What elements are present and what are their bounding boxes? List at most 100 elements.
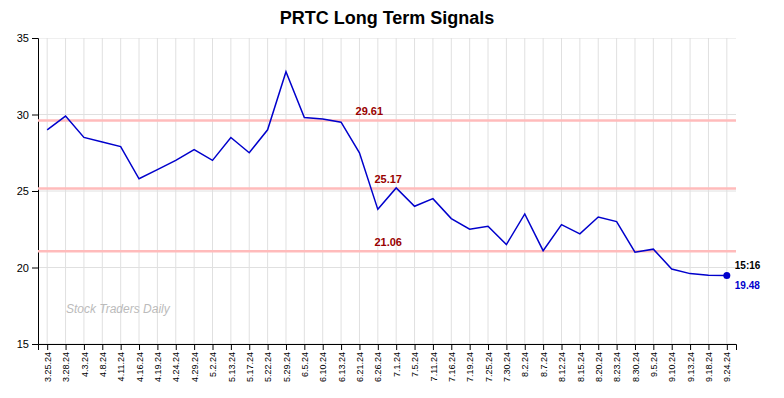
- grid-line: [267, 38, 268, 344]
- x-tick: 9.18.24: [704, 344, 714, 382]
- x-tick-mark: [451, 344, 452, 350]
- grid-line: [414, 38, 415, 344]
- x-tick: 7.1.24: [392, 344, 402, 377]
- x-tick-mark: [231, 344, 232, 350]
- plot-area: 15202530353.25.243.28.244.3.244.8.244.11…: [17, 32, 761, 382]
- y-tick-mark: [32, 115, 38, 116]
- x-tick: 8.7.24: [539, 344, 549, 377]
- grid-line: [38, 267, 736, 268]
- x-tick: 5.13.24: [227, 344, 237, 382]
- x-tick-mark: [470, 344, 471, 350]
- x-tick-label: 3.28.24: [61, 352, 71, 382]
- chart: 15202530353.25.243.28.244.3.244.8.244.11…: [0, 0, 784, 398]
- x-tick-label: 6.21.24: [355, 352, 365, 382]
- grid-line: [139, 38, 140, 344]
- x-tick: 5.22.24: [263, 344, 273, 382]
- y-tick-label: 30: [17, 109, 29, 121]
- x-tick-label: 5.22.24: [263, 352, 273, 382]
- grid-line: [524, 38, 525, 344]
- x-tick: 7.30.24: [502, 344, 512, 382]
- signal-label: 21.06: [374, 236, 402, 248]
- grid-line: [451, 38, 452, 344]
- grid-line: [38, 38, 736, 39]
- grid-line: [38, 344, 736, 345]
- x-tick-label: 7.11.24: [429, 352, 439, 381]
- signal-line: [38, 187, 736, 190]
- grid-line: [561, 38, 562, 344]
- x-tick-label: 8.30.24: [631, 352, 641, 382]
- x-tick-label: 5.29.24: [282, 352, 292, 382]
- y-tick-label: 20: [17, 262, 29, 274]
- x-tick-mark: [304, 344, 305, 350]
- marks: [38, 72, 736, 279]
- x-tick-mark: [598, 344, 599, 350]
- grid-line: [194, 38, 195, 344]
- x-tick-mark: [323, 344, 324, 350]
- x-tick-mark: [525, 344, 526, 350]
- grid-line: [83, 38, 84, 344]
- grid-line: [304, 38, 305, 344]
- x-tick-label: 6.13.24: [337, 352, 347, 382]
- x-tick: 8.30.24: [631, 344, 641, 382]
- x-tick-mark: [727, 344, 728, 350]
- x-tick-mark: [286, 344, 287, 350]
- grid-line: [341, 38, 342, 344]
- grid-line: [432, 38, 433, 344]
- x-tick-mark: [102, 344, 103, 350]
- x-tick-mark: [66, 344, 67, 350]
- x-tick-mark: [708, 344, 709, 350]
- grid-line: [322, 38, 323, 344]
- x-tick: 9.13.24: [686, 344, 696, 382]
- grid-line: [377, 38, 378, 344]
- x-tick-label: 6.26.24: [373, 352, 383, 382]
- x-tick-label: 9.5.24: [649, 352, 659, 377]
- x-tick: 6.21.24: [355, 344, 365, 382]
- grid-line: [396, 38, 397, 344]
- x-tick-label: 8.7.24: [539, 352, 549, 377]
- x-tick-label: 4.11.24: [116, 352, 126, 381]
- y-tick-label: 15: [17, 338, 29, 350]
- grid-line: [653, 38, 654, 344]
- x-tick-mark: [672, 344, 673, 350]
- grid-line: [726, 38, 727, 344]
- y-tick: 30: [17, 109, 38, 121]
- axis-domain: [32, 39, 39, 345]
- grid-line: [488, 38, 489, 344]
- x-tick-mark: [84, 344, 85, 350]
- y-tick-mark: [32, 268, 38, 269]
- x-tick-label: 7.19.24: [465, 352, 475, 382]
- grid-line: [157, 38, 158, 344]
- grid-line: [212, 38, 213, 344]
- x-tick: 8.20.24: [594, 344, 604, 382]
- x-tick-mark: [396, 344, 397, 350]
- x-tick-mark: [121, 344, 122, 350]
- x-tick-label: 7.1.24: [392, 352, 402, 377]
- x-tick-label: 4.24.24: [171, 352, 181, 382]
- x-tick: 5.2.24: [208, 344, 218, 377]
- price-line: [47, 72, 727, 276]
- grid-line: [47, 38, 48, 344]
- watermark: Stock Traders Daily: [66, 302, 171, 316]
- x-tick: 4.3.24: [80, 344, 90, 377]
- x-tick: 7.16.24: [447, 344, 457, 382]
- x-tick-mark: [268, 344, 269, 350]
- x-tick-label: 3.25.24: [43, 352, 53, 382]
- x-tick: 8.23.24: [612, 344, 622, 382]
- price-annotation: 19.48: [735, 280, 760, 291]
- x-tick: 9.5.24: [649, 344, 659, 377]
- x-tick-mark: [249, 344, 250, 350]
- x-tick: 4.19.24: [153, 344, 163, 382]
- grid-line: [690, 38, 691, 344]
- x-tick-label: 7.25.24: [484, 352, 494, 382]
- grid-line: [38, 114, 736, 115]
- x-tick-mark: [617, 344, 618, 350]
- x-tick-mark: [415, 344, 416, 350]
- x-tick-label: 8.12.24: [557, 352, 567, 382]
- x-tick-label: 4.16.24: [135, 352, 145, 382]
- y-tick: 35: [17, 32, 38, 44]
- x-tick: 7.5.24: [410, 344, 420, 377]
- y-tick: 20: [17, 262, 38, 274]
- y-tick-mark: [32, 191, 38, 192]
- x-tick-mark: [341, 344, 342, 350]
- x-tick-label: 4.19.24: [153, 352, 163, 382]
